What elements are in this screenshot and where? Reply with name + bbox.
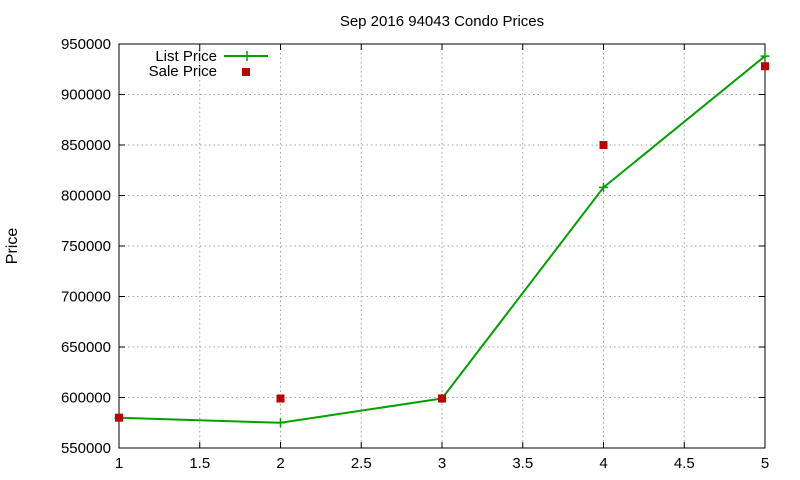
chart-title: Sep 2016 94043 Condo Prices [340, 13, 544, 30]
list-price-point [760, 51, 770, 61]
y-tick-label: 850000 [61, 137, 111, 154]
y-tick-label: 550000 [61, 440, 111, 457]
x-tick-label: 4.5 [674, 455, 695, 472]
series-layer [114, 51, 770, 428]
legend-label-list-price: List Price [155, 48, 217, 65]
list-price-line [118, 55, 766, 424]
legend-marker-square-sale-price [242, 68, 250, 76]
y-axis-label: Price [4, 228, 21, 265]
x-tick-label: 3.5 [512, 455, 533, 472]
x-tick-label: 2.5 [351, 455, 372, 472]
sale-price-point [276, 394, 285, 403]
sale-price-point [599, 141, 608, 149]
y-tick-label: 750000 [61, 238, 111, 255]
y-tick-label: 900000 [61, 87, 111, 104]
y-tick-label: 950000 [61, 36, 111, 53]
y-tick-label: 700000 [61, 289, 111, 306]
x-tick-label: 1 [115, 455, 123, 472]
sale-price-point [115, 413, 123, 422]
x-tick-label: 2 [276, 455, 284, 472]
y-tick-label: 800000 [61, 188, 111, 205]
grid-layer [119, 44, 765, 448]
y-tick-label: 600000 [61, 390, 111, 407]
list-price-point [599, 182, 608, 192]
tick-layer: 1 1.5 2 2.5 3 3.5 4 4.5 5 550000 600000 650000 70000… [61, 36, 769, 472]
sale-price-point [761, 62, 769, 71]
legend-marker-plus-list-price [242, 51, 252, 61]
x-tick-label: 4 [599, 455, 607, 472]
list-price-point [276, 418, 285, 428]
legend: List Price Sale Price [149, 48, 268, 80]
x-tick-label: 1.5 [189, 455, 210, 472]
legend-label-sale-price: Sale Price [149, 63, 217, 80]
sale-price-point [438, 394, 446, 403]
x-tick-label: 3 [438, 455, 446, 472]
y-tick-label: 650000 [61, 339, 111, 356]
x-tick-label: 5 [761, 455, 769, 472]
